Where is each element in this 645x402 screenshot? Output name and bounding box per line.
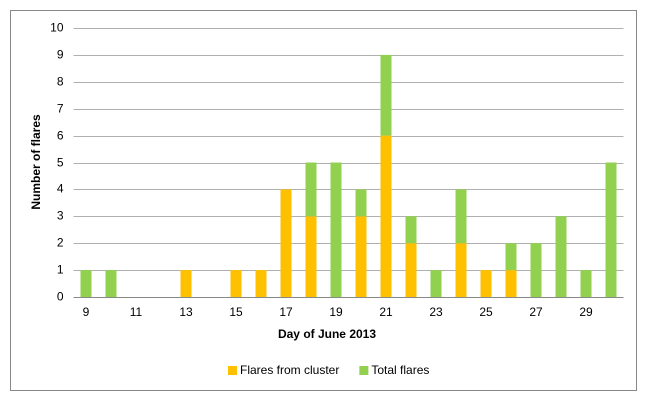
y-tick-label: 10 <box>50 21 64 35</box>
x-tick-label: 29 <box>579 305 593 319</box>
bar-segment <box>180 270 192 297</box>
bar-segment <box>330 162 342 297</box>
bar-segment <box>505 270 517 297</box>
bar-segment <box>605 162 617 297</box>
x-tick-label: 21 <box>379 305 393 319</box>
y-tick-label: 9 <box>57 48 64 62</box>
x-tick-label: 25 <box>479 305 493 319</box>
y-tick-label: 5 <box>57 156 64 170</box>
y-tick-label: 4 <box>57 182 64 196</box>
bar-segment <box>380 135 392 297</box>
bar-segment <box>230 270 242 297</box>
bar-segment <box>580 270 592 297</box>
y-tick-label: 2 <box>57 236 64 250</box>
y-tick-label: 1 <box>57 263 64 277</box>
bar-segment <box>80 270 92 297</box>
bar-segment <box>355 216 367 297</box>
legend-label: Flares from cluster <box>240 363 339 377</box>
x-tick-label: 13 <box>179 305 193 319</box>
y-tick-label: 6 <box>57 129 64 143</box>
x-tick-label: 19 <box>329 305 343 319</box>
bar-segment <box>255 270 267 297</box>
bar-segment <box>405 243 417 297</box>
x-tick-label: 9 <box>83 305 90 319</box>
bar-segment <box>355 189 367 217</box>
y-tick-label: 3 <box>57 209 64 223</box>
bar-segment <box>305 216 317 297</box>
bar-segment <box>505 243 517 271</box>
y-axis-title: Number of flares <box>29 114 43 210</box>
legend-swatch <box>228 366 237 375</box>
x-tick-label: 17 <box>279 305 293 319</box>
bar-segment <box>555 216 567 297</box>
bar-segment <box>530 243 542 297</box>
x-tick-label: 11 <box>130 305 143 319</box>
x-tick-label: 27 <box>529 305 543 319</box>
x-tick-label: 23 <box>429 305 443 319</box>
bar-segment <box>480 270 492 297</box>
bar-segment <box>280 189 292 297</box>
bar-segment <box>305 162 317 217</box>
y-tick-label: 7 <box>57 102 64 116</box>
bar-segment <box>430 270 442 297</box>
y-tick-label: 0 <box>57 290 64 304</box>
bar-segment <box>105 270 117 297</box>
bar-segment <box>455 189 467 244</box>
bar-segment <box>405 216 417 244</box>
bar-segment <box>380 54 392 136</box>
y-tick-label: 8 <box>57 75 64 89</box>
legend-label: Total flares <box>371 363 429 377</box>
legend-swatch <box>359 366 369 375</box>
x-tick-label: 15 <box>229 305 243 319</box>
x-axis-title: Day of June 2013 <box>278 327 376 341</box>
bar-segment <box>455 243 467 297</box>
chart-border <box>10 10 637 391</box>
